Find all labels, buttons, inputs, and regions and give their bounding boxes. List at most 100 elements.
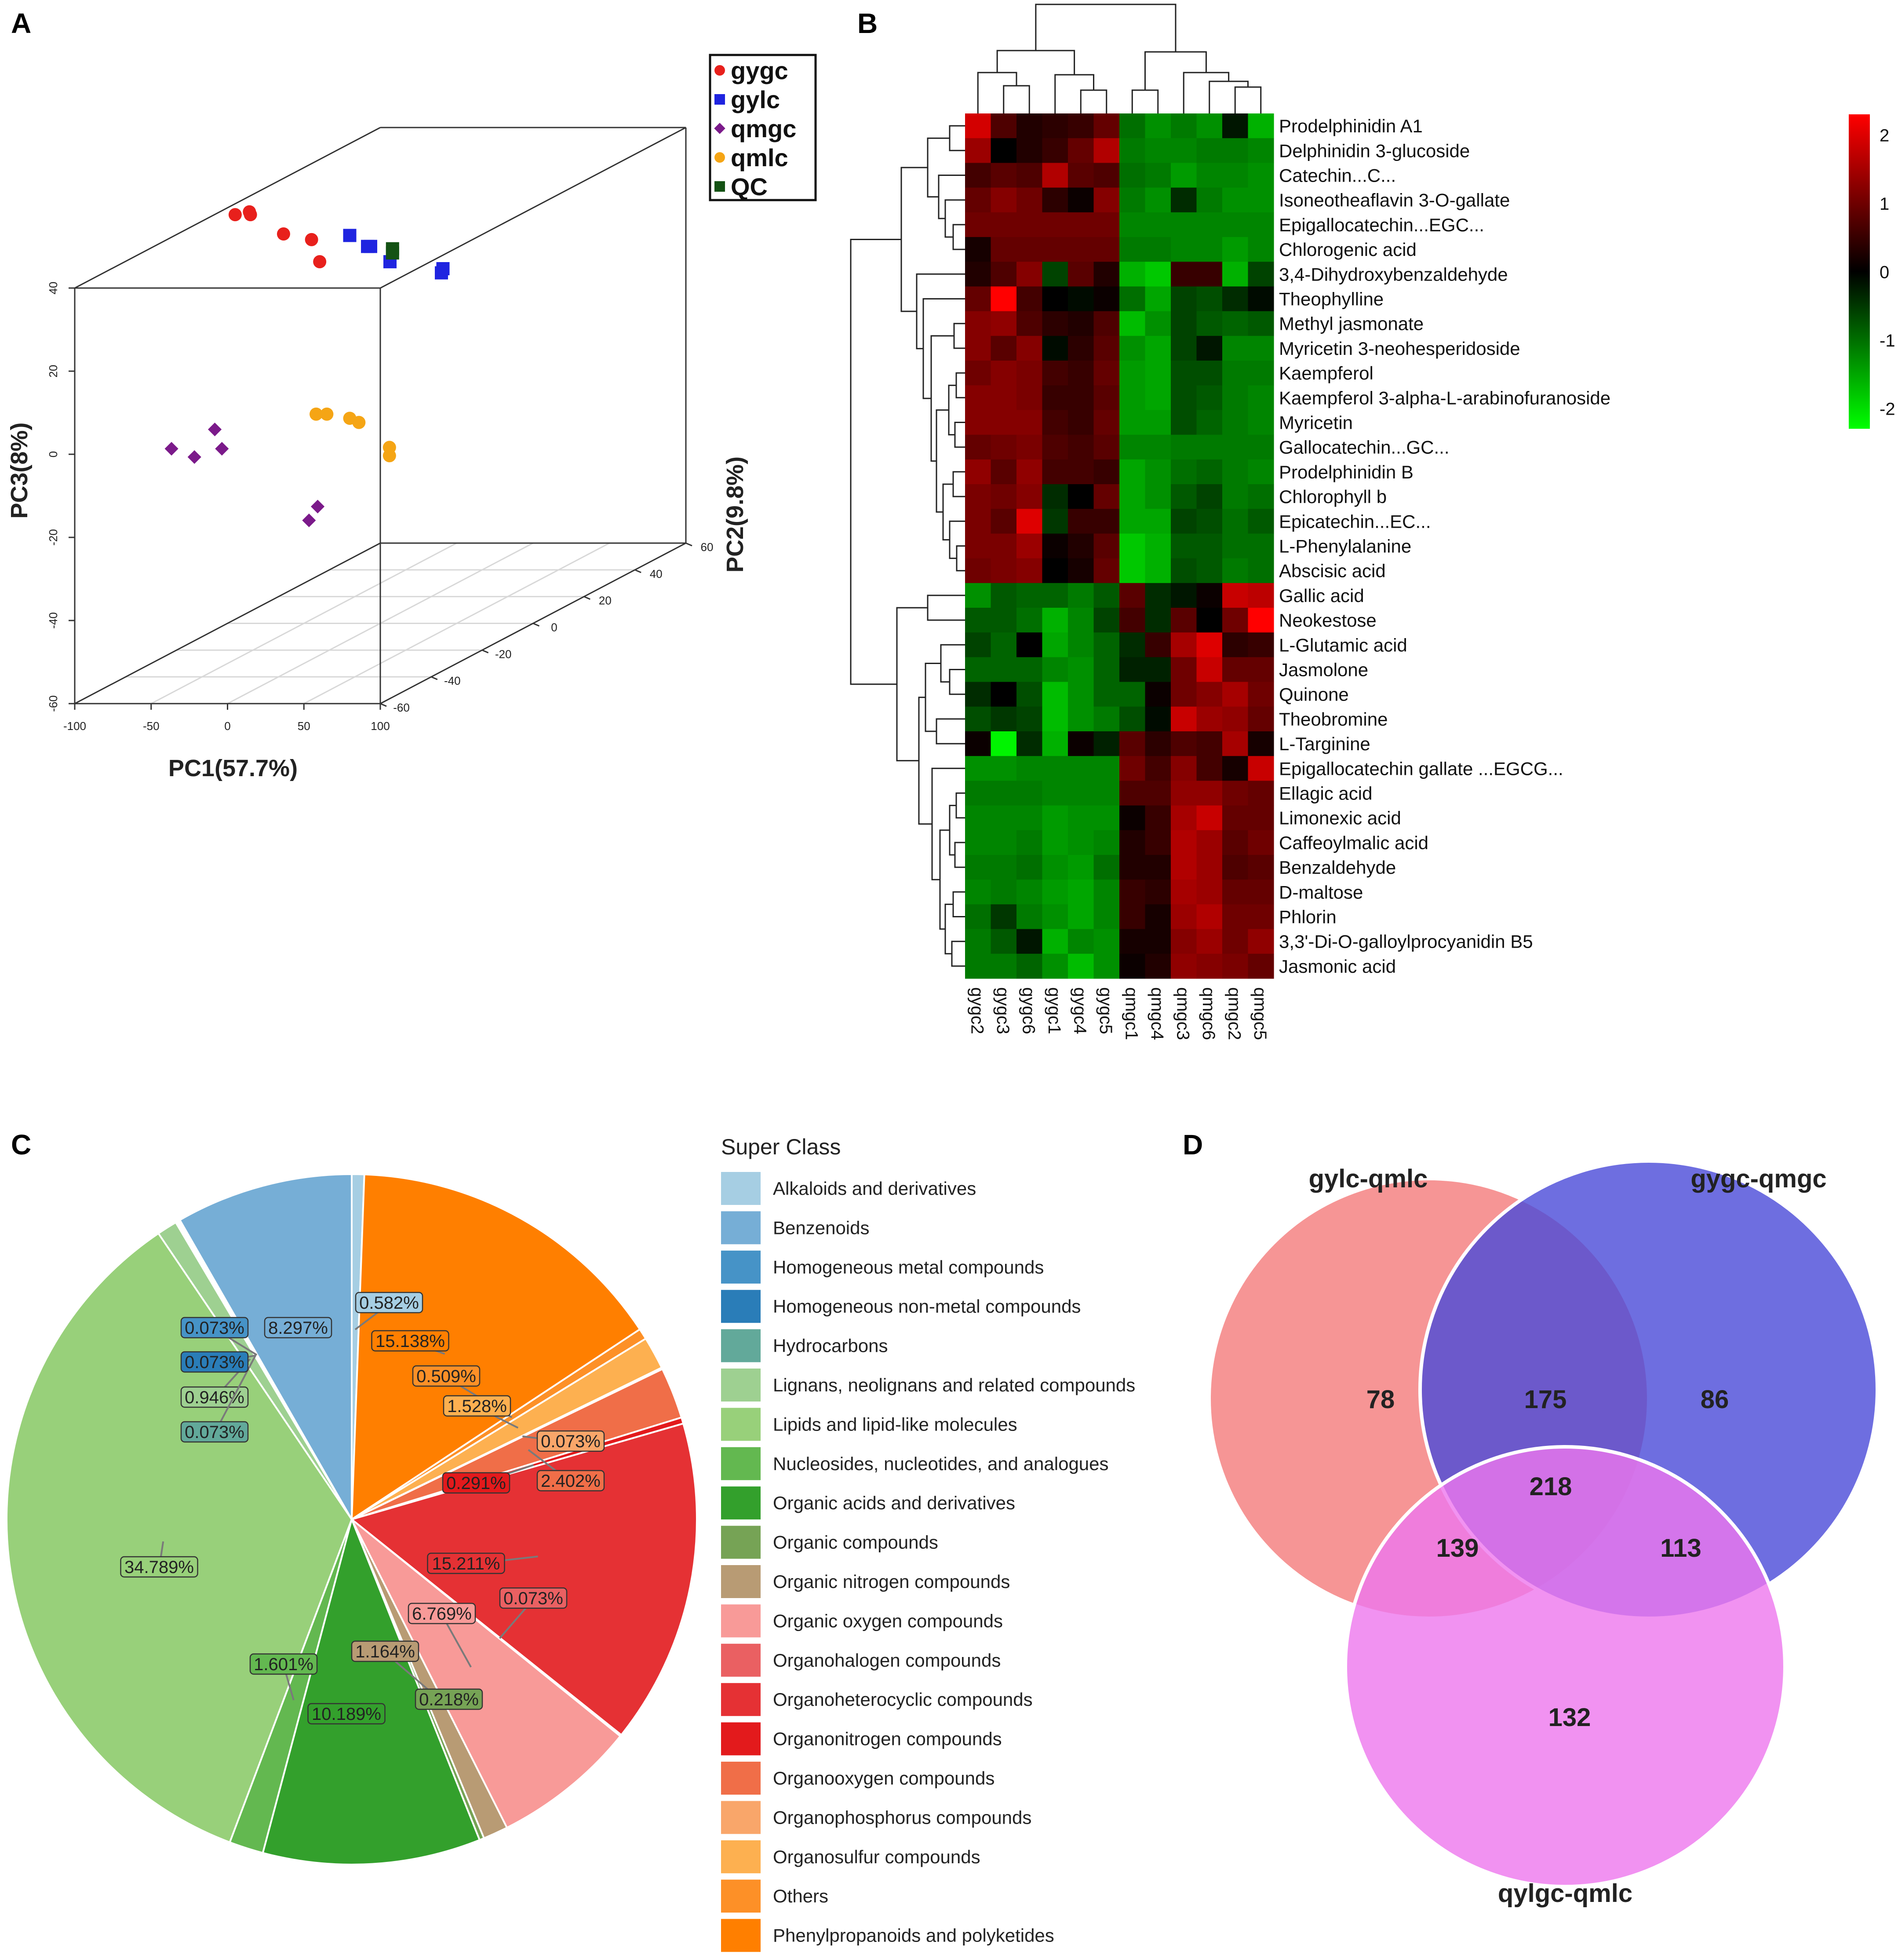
heatmap-cell	[991, 830, 1017, 855]
heatmap-cell	[991, 756, 1017, 781]
heatmap-cell	[965, 880, 991, 905]
heatmap-cell	[1068, 756, 1094, 781]
dendrogram-branch	[949, 125, 965, 151]
heatmap-cell	[1145, 410, 1171, 435]
pie-label-box	[412, 1365, 481, 1387]
pie-label: 0.582%	[359, 1293, 419, 1313]
heatmap-cell	[1222, 953, 1249, 979]
venn-region-count: 175	[1524, 1385, 1567, 1414]
heatmap-cell	[1222, 434, 1249, 460]
heatmap-cell	[1196, 558, 1223, 584]
heatmap-cell	[1248, 237, 1274, 262]
heatmap-cell	[1145, 830, 1171, 855]
heatmap-cell	[1093, 608, 1120, 633]
heatmap-cell	[1016, 237, 1043, 262]
heatmap-cell	[965, 336, 991, 361]
row-label: Kaempferol 3-alpha-L-arabinofuranoside	[1279, 387, 1610, 408]
legend-marker	[714, 65, 725, 76]
heatmap-cell	[965, 756, 991, 781]
dendrogram-branch	[956, 545, 965, 572]
heatmap-cell	[1093, 880, 1120, 905]
heatmap-cell	[1145, 336, 1171, 361]
heatmap-cell	[965, 632, 991, 657]
heatmap-cell	[1145, 434, 1171, 460]
point-gylc	[364, 240, 377, 253]
heatmap-cell	[1222, 558, 1249, 584]
heatmap-cell	[1171, 682, 1197, 707]
dendrogram-branch	[954, 842, 965, 868]
row-label: Chlorogenic acid	[1279, 239, 1417, 260]
y-tick-label: 60	[701, 540, 714, 554]
heatmap-cell	[965, 262, 991, 287]
pie-label-box	[408, 1602, 476, 1624]
heatmap-cell	[1093, 163, 1120, 188]
dendrogram-branch	[954, 422, 965, 448]
y-tick-label: -20	[495, 647, 512, 661]
heatmap-cell	[1248, 830, 1274, 855]
legend-label: Phenylpropanoids and polyketides	[773, 1925, 1054, 1946]
heatmap-cell	[1145, 904, 1171, 930]
heatmap-cell	[1248, 608, 1274, 633]
venn-set-circle	[1344, 1445, 1787, 1888]
venn-region-count: 218	[1530, 1472, 1572, 1501]
dendrogram-branch	[938, 175, 965, 219]
row-label: Catechin...C...	[1279, 165, 1396, 186]
heatmap-cell	[1248, 336, 1274, 361]
heatmap-cell	[1042, 385, 1068, 410]
heatmap-cell	[1119, 212, 1146, 237]
heatmap-cell	[1093, 682, 1120, 707]
heatmap-cell	[1145, 608, 1171, 633]
heatmap-cell	[965, 311, 991, 336]
heatmap-cell	[1042, 830, 1068, 855]
legend-marker	[714, 181, 725, 192]
legend-label: gylc	[731, 86, 780, 113]
row-label: Limonexic acid	[1279, 808, 1401, 829]
legend-swatch	[721, 1408, 761, 1441]
row-label: 3,4-Dihydroxybenzaldehyde	[1279, 264, 1508, 285]
heatmap-cell	[1042, 187, 1068, 213]
heatmap-cell	[1171, 459, 1197, 485]
pie-label: 0.946%	[185, 1388, 244, 1407]
panel-label-d: D	[1183, 1129, 1203, 1161]
column-label: gygc6	[1019, 987, 1038, 1034]
heatmap-cell	[1119, 336, 1146, 361]
heatmap-cell	[1068, 558, 1094, 584]
point-qmlc	[320, 407, 334, 421]
heatmap-cell	[1119, 756, 1146, 781]
heatmap-cell	[965, 904, 991, 930]
pie-slice	[5, 1232, 353, 1843]
row-label: Myricetin 3-neohesperidoside	[1279, 338, 1520, 359]
pie-label-box	[307, 1703, 386, 1725]
heatmap-cell	[1016, 410, 1043, 435]
heatmap-cell	[1093, 286, 1120, 312]
heatmap-cell	[1016, 583, 1043, 608]
legend-swatch	[721, 1486, 761, 1520]
heatmap-cell	[1119, 781, 1146, 806]
legend-swatch	[721, 1643, 761, 1677]
legend-swatch	[721, 1526, 761, 1559]
heatmap-cell	[1119, 286, 1146, 312]
dendrogram-branch	[1131, 89, 1159, 113]
heatmap-cell	[1016, 509, 1043, 534]
heatmap-cell	[1222, 657, 1249, 683]
z-tick-label: 0	[47, 451, 60, 457]
heatmap-cell	[1248, 484, 1274, 509]
heatmap-cell	[1171, 706, 1197, 732]
heatmap-cell	[1171, 608, 1197, 633]
heatmap-cell	[1171, 410, 1197, 435]
legend-swatch	[721, 1250, 761, 1284]
heatmap-cell	[1016, 781, 1043, 806]
pie-label: 2.402%	[541, 1471, 601, 1491]
heatmap-cell	[1016, 830, 1043, 855]
heatmap-cell	[1145, 855, 1171, 880]
heatmap-cell	[1248, 880, 1274, 905]
pie-label-box	[120, 1556, 198, 1578]
heatmap-cell	[1119, 953, 1146, 979]
heatmap-cell	[1093, 410, 1120, 435]
legend-swatch	[721, 1290, 761, 1323]
legend-swatch	[721, 1329, 761, 1362]
heatmap-cell	[1119, 434, 1146, 460]
heatmap-cell	[1016, 756, 1043, 781]
heatmap-cell	[1093, 731, 1120, 756]
heatmap-cell	[1119, 311, 1146, 336]
